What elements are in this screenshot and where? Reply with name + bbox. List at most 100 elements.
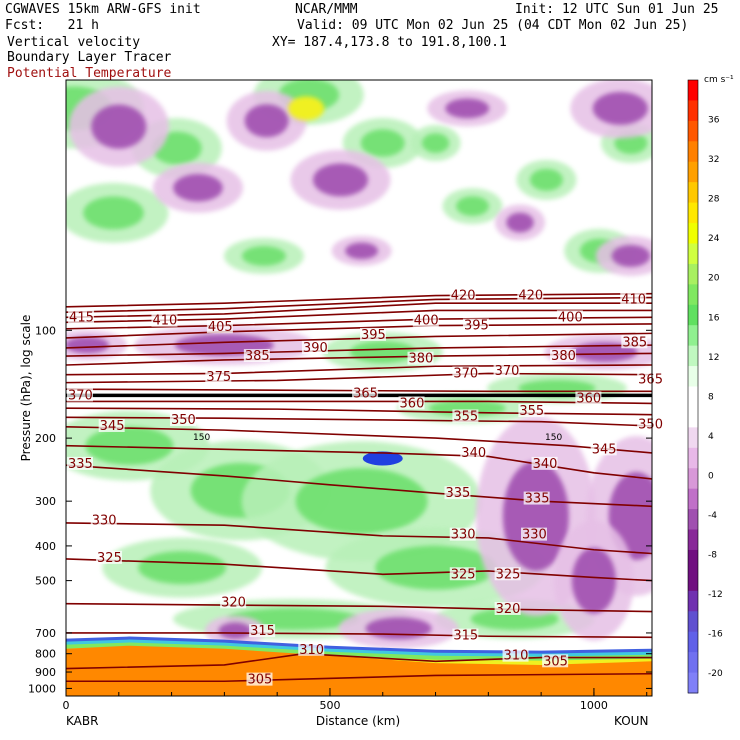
theta-label: 345 <box>100 419 125 434</box>
endpoint-right-label: KOUN <box>614 714 648 728</box>
theta-label-bg <box>542 654 569 668</box>
colorbar-tick-label: -20 <box>708 669 723 679</box>
theta-label: 380 <box>409 352 434 367</box>
theta-label-bg <box>243 349 270 363</box>
theta-label: 420 <box>518 289 543 304</box>
theta-line-320 <box>66 602 652 613</box>
vv-positive-blob-core <box>360 129 405 157</box>
theta-label-bg <box>452 409 479 423</box>
theta-label: 360 <box>576 391 601 406</box>
vv-positive-blob-core <box>349 341 416 364</box>
theta-label-bg <box>531 456 558 470</box>
vv-positive-blob-core <box>421 133 450 153</box>
y-tick-label: 700 <box>35 627 56 640</box>
colorbar-swatch <box>688 652 698 674</box>
theta-line-385 <box>66 344 652 357</box>
plot-frame <box>65 79 653 697</box>
vv-positive-blob-core <box>138 551 227 585</box>
theta-label: 370 <box>68 388 93 403</box>
theta-label-bg <box>407 351 434 365</box>
header-xy: XY= 187.4,173.8 to 191.8,100.1 <box>272 35 507 50</box>
theta-label: 310 <box>504 649 529 664</box>
x-tick-label: 0 <box>63 699 70 712</box>
theta-label: 310 <box>299 643 324 658</box>
theta-label: 390 <box>303 341 328 356</box>
theta-label: 415 <box>69 310 94 325</box>
theta-label: 325 <box>496 567 521 582</box>
theta-label-bg <box>452 628 479 642</box>
colorbar-swatch <box>688 529 698 551</box>
theta-label-bg <box>518 403 545 417</box>
theta-label-bg <box>352 386 379 400</box>
theta-label: 350 <box>638 417 663 432</box>
colorbar-tick-label: 20 <box>708 274 720 284</box>
colorbar-swatch <box>688 202 698 224</box>
theta-line-375 <box>66 364 652 376</box>
theta-line-380 <box>66 352 652 366</box>
colorbar-tick-label: -16 <box>708 630 723 640</box>
theta-label-bg <box>621 335 648 349</box>
theta-label-bg <box>205 369 232 383</box>
colorbar-swatch <box>688 345 698 367</box>
theta-label: 385 <box>622 335 647 350</box>
vv-negative-blob-core <box>66 336 110 354</box>
theta-label: 395 <box>464 319 489 334</box>
theta-label: 315 <box>250 624 275 639</box>
colorbar-swatch <box>688 366 698 387</box>
colorbar-swatch <box>688 631 698 653</box>
theta-label-bg <box>220 595 247 609</box>
colorbar-swatch <box>688 386 698 408</box>
theta-line-315 <box>66 632 652 639</box>
theta-label-bg <box>620 292 647 306</box>
header-field1: Vertical velocity <box>7 35 141 50</box>
theta-line-395 <box>66 323 652 339</box>
colorbar-swatch <box>688 447 698 469</box>
theta-label: 385 <box>245 349 270 364</box>
theta-label: 395 <box>361 328 386 343</box>
theta-label-bg <box>151 313 178 327</box>
theta-label: 420 <box>451 289 476 304</box>
colorbar-swatch <box>688 325 698 347</box>
colorbar-tick-label: 36 <box>708 116 720 126</box>
theta-line-305 <box>66 672 652 683</box>
colorbar-swatch <box>688 284 698 306</box>
theta-label: 405 <box>208 320 233 335</box>
theta-line-330 <box>66 522 652 555</box>
x-tick-label: 500 <box>319 699 340 712</box>
theta-label-bg <box>444 486 471 500</box>
vv-negative-blob-core <box>313 163 369 197</box>
theta-label: 410 <box>621 292 646 307</box>
colorbar-units: cm s⁻¹ <box>704 75 734 85</box>
tropopause-marker-right: 150 <box>545 433 562 443</box>
x-tick-label: 1000 <box>580 699 608 712</box>
vertical-velocity-shading <box>66 80 652 649</box>
vv-positive-blob-core <box>456 196 490 217</box>
colorbar-tick-label: 8 <box>708 392 714 402</box>
vv-negative-blob-core <box>571 547 616 614</box>
theta-label: 305 <box>247 673 272 688</box>
colorbar-swatch <box>688 549 698 571</box>
colorbar-swatch <box>688 182 698 204</box>
theta-label-bg <box>67 456 93 470</box>
theta-label: 375 <box>206 370 231 385</box>
vv-negative-blob-core <box>445 98 490 119</box>
theta-label: 380 <box>551 349 576 364</box>
theta-label-bg <box>412 313 439 327</box>
colorbar-tick-label: 24 <box>708 234 720 244</box>
theta-line-420 <box>66 292 652 308</box>
theta-label-bg <box>556 310 583 324</box>
colorbar-swatch <box>688 488 698 510</box>
header-init: Init: 12 UTC Sun 01 Jun 25 <box>515 2 719 17</box>
colorbar-tick-label: -4 <box>708 511 717 521</box>
vv-positive-blob-core <box>85 426 174 465</box>
theta-label-bg <box>67 388 93 402</box>
theta-label-bg <box>494 601 521 615</box>
y-tick-label: 200 <box>35 432 56 445</box>
vv-positive-blob-core <box>83 196 144 230</box>
colorbar-swatch <box>688 590 698 612</box>
colorbar-swatch <box>688 406 698 428</box>
colorbar-swatch <box>688 223 698 244</box>
theta-label: 315 <box>453 629 478 644</box>
x-axis-title: Distance (km) <box>316 714 400 728</box>
